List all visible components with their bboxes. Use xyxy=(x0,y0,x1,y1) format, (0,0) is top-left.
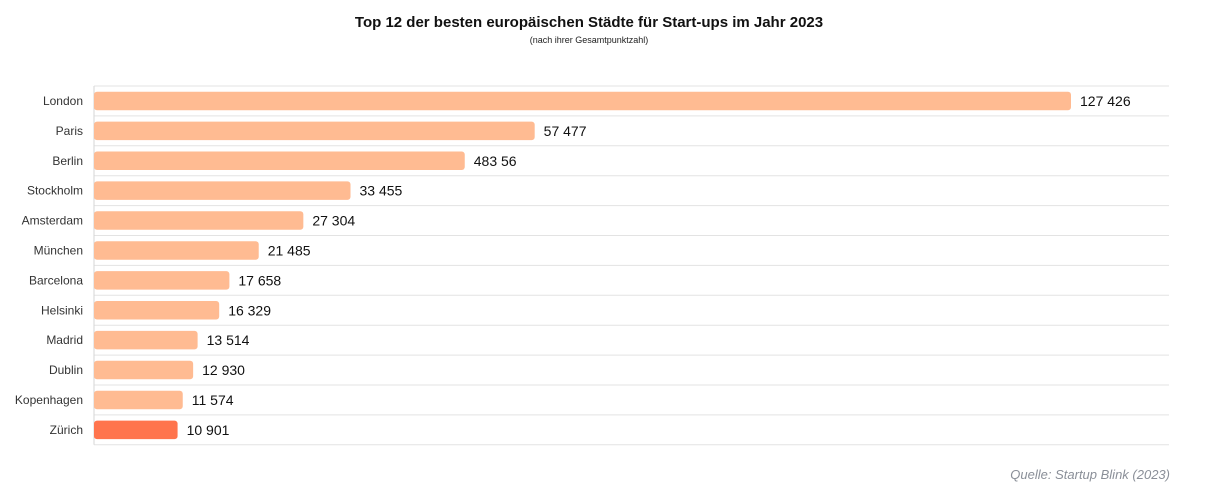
bar xyxy=(94,181,351,200)
value-label: 27 304 xyxy=(312,213,355,229)
category-label: Barcelona xyxy=(29,273,83,287)
bar xyxy=(94,241,259,260)
category-label: Berlin xyxy=(52,154,83,168)
bar xyxy=(94,151,465,170)
category-label: London xyxy=(43,94,83,108)
category-label: Kopenhagen xyxy=(15,393,83,407)
value-label: 127 426 xyxy=(1080,93,1131,109)
value-label: 13 514 xyxy=(207,332,250,348)
value-label: 10 901 xyxy=(187,422,230,438)
value-label: 16 329 xyxy=(228,302,271,318)
bar xyxy=(94,271,230,290)
value-label: 17 658 xyxy=(238,272,281,288)
bar xyxy=(94,121,535,141)
bar xyxy=(94,330,198,350)
bar xyxy=(94,390,183,410)
category-label: Madrid xyxy=(46,333,83,347)
category-label: Zürich xyxy=(50,423,83,437)
value-label: 12 930 xyxy=(202,362,245,378)
bar xyxy=(94,360,194,380)
category-label: Amsterdam xyxy=(22,214,83,228)
category-label: Paris xyxy=(56,124,83,138)
value-label: 33 455 xyxy=(360,183,403,199)
category-label: Stockholm xyxy=(27,184,83,198)
chart-title: Top 12 der besten europäischen Städte fü… xyxy=(354,14,824,31)
value-label: 57 477 xyxy=(544,123,587,139)
category-label: Helsinki xyxy=(41,303,83,317)
bar xyxy=(94,211,304,230)
value-label: 21 485 xyxy=(268,242,311,258)
value-label: 11 574 xyxy=(192,392,234,408)
bar xyxy=(94,301,220,320)
bar xyxy=(94,91,1071,111)
category-label: Dublin xyxy=(49,363,83,377)
bar xyxy=(94,420,178,440)
chart-subtitle: (nach ihrer Gesamtpunktzahl) xyxy=(529,35,649,45)
source-note: Quelle: Startup Blink (2023) xyxy=(1010,467,1170,482)
value-label: 483 56 xyxy=(474,153,517,169)
category-label: München xyxy=(34,243,83,257)
